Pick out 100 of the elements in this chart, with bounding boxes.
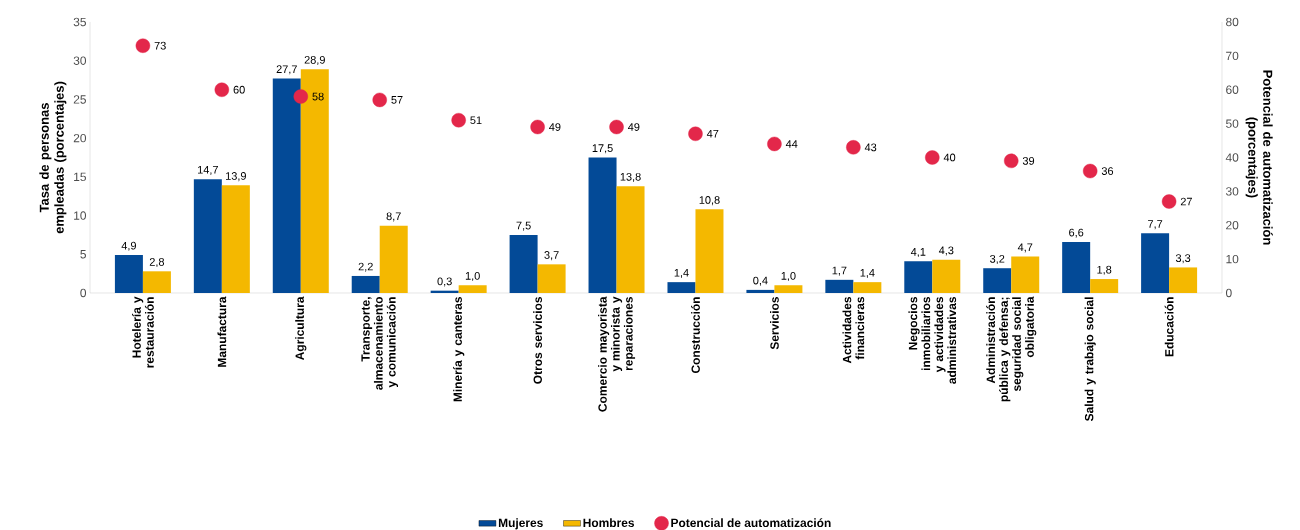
data-label: 28,9 (304, 55, 325, 66)
y2-tick-label: 10 (1226, 254, 1239, 264)
point (688, 126, 703, 141)
x-tick-label: Otros servicios (533, 297, 542, 384)
bar (853, 282, 882, 293)
point (846, 140, 861, 155)
data-label: 40 (943, 153, 956, 162)
data-label: 17,5 (592, 144, 613, 154)
data-label: 1,4 (860, 269, 875, 278)
data-label: 47 (706, 130, 719, 138)
y-tick-label: 10 (74, 211, 87, 220)
y2-tick-label: 20 (1226, 221, 1239, 230)
data-label: 27,7 (276, 65, 297, 75)
data-label: 51 (470, 116, 482, 125)
y2-tick-label: 30 (1225, 187, 1239, 196)
data-label: 4,1 (910, 248, 926, 258)
point (925, 150, 940, 165)
y-tick-label: 30 (73, 56, 87, 65)
y-tick-label: 0 (80, 288, 87, 298)
point (609, 119, 624, 135)
data-label: 13,9 (226, 172, 246, 182)
bar (379, 225, 408, 293)
x-tick-label: Administración pública y defensa; seguridad social obligatoria (986, 296, 1037, 402)
point (767, 136, 782, 152)
bar (221, 185, 250, 293)
bar (458, 285, 487, 293)
y2-tick-label: 40 (1225, 153, 1239, 162)
y2-tick-label: 0 (1225, 288, 1232, 298)
data-label: 6,6 (1069, 228, 1084, 238)
data-label: 10,8 (699, 196, 720, 206)
bar (983, 268, 1012, 293)
y-tick-label: 5 (80, 250, 86, 259)
data-label: 7,7 (1148, 220, 1163, 230)
data-label: 44 (785, 140, 798, 148)
data-label: 13,8 (620, 172, 641, 182)
data-label: 49 (549, 123, 561, 131)
data-label: 49 (627, 123, 640, 131)
bar (537, 264, 566, 293)
bar (1090, 279, 1119, 293)
data-label: 2,8 (149, 258, 165, 268)
bar (932, 259, 961, 293)
x-tick-label: Servicios (770, 297, 779, 350)
point (293, 89, 308, 104)
bar (193, 179, 222, 293)
point (372, 92, 387, 108)
point (1004, 153, 1019, 169)
bar (904, 261, 933, 293)
bar (1062, 241, 1091, 293)
point (451, 113, 466, 128)
data-label: 4,7 (1017, 243, 1033, 253)
point (135, 38, 151, 53)
x-tick-label: Hotelería y restauración (131, 296, 154, 368)
data-label: 60 (233, 85, 245, 94)
data-label: 43 (864, 143, 877, 152)
bar (588, 157, 617, 293)
bar (774, 285, 803, 293)
y2-tick-label: 80 (1226, 17, 1239, 27)
x-tick-label: Minería y canteras (453, 297, 465, 402)
legend-label: Hombres (583, 518, 635, 528)
data-label: 8,7 (386, 212, 401, 222)
y2-tick-label: 60 (1226, 85, 1239, 94)
data-label: 3,3 (1175, 254, 1191, 264)
y2-tick-label: 70 (1226, 51, 1239, 61)
x-tick-label: Manufactura (217, 296, 227, 367)
data-label: 57 (391, 96, 403, 104)
x-tick-label: Educación (1164, 297, 1174, 357)
data-label: 4,9 (121, 241, 137, 251)
bar (825, 279, 854, 293)
data-label: 1,0 (781, 272, 796, 282)
point (214, 82, 230, 97)
data-label: 2,2 (358, 262, 373, 272)
data-label: 1,4 (674, 269, 689, 278)
data-label: 36 (1101, 167, 1114, 175)
x-tick-label: Comercio mayorista y minorista y reparaciones (598, 296, 636, 412)
bar (509, 234, 538, 293)
bar (616, 186, 645, 293)
y-axis-title: Tasa de personas empleadas (porcentajes) (39, 81, 67, 234)
legend-label: Mujeres (498, 518, 543, 530)
data-label: 27 (1180, 197, 1192, 206)
data-label: 1,0 (465, 272, 480, 282)
bar (272, 78, 301, 293)
bar (746, 289, 775, 293)
x-tick-label: Construcción (691, 297, 700, 374)
bar (114, 255, 143, 293)
y-tick-label: 20 (73, 133, 87, 143)
data-label: 14,7 (198, 166, 218, 175)
data-label: 3,2 (990, 254, 1005, 265)
x-tick-label: Transporte, almacenamiento y comunicación (361, 296, 399, 390)
bar (667, 282, 696, 293)
point (1161, 194, 1177, 209)
y-tick-label: 15 (74, 172, 86, 182)
y-tick-label: 35 (73, 17, 86, 27)
data-label: 73 (154, 41, 166, 50)
bar (351, 275, 380, 293)
data-label: 0,4 (753, 276, 768, 286)
bar (1011, 256, 1040, 293)
data-label: 4,3 (938, 246, 954, 256)
point (1082, 163, 1098, 179)
x-tick-label: Agricultura (295, 296, 307, 360)
bar (1169, 267, 1198, 293)
